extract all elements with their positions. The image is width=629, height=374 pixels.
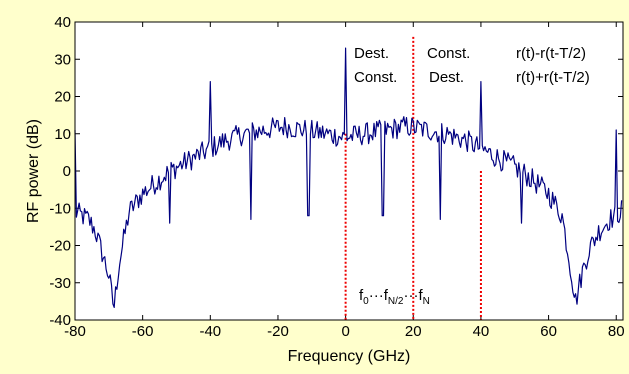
x-tick-label: 40 bbox=[473, 323, 490, 340]
y-tick-label: -10 bbox=[49, 200, 71, 217]
fhalf-subscript: N/2 bbox=[388, 296, 404, 307]
x-tick-label: -60 bbox=[132, 323, 154, 340]
x-tick-label: 80 bbox=[608, 323, 625, 340]
x-tick-label: 0 bbox=[341, 323, 349, 340]
y-tick-label: 30 bbox=[54, 51, 71, 68]
plot-area bbox=[75, 22, 623, 320]
y-tick-labels: -40 -30 -20 -10 0 10 20 30 40 bbox=[49, 14, 71, 329]
annotation-const-top: Const. bbox=[427, 45, 470, 62]
annotation-expr-top: r(t)-r(t-T/2) bbox=[516, 45, 586, 62]
y-axis-label: RF power (dB) bbox=[25, 119, 42, 223]
x-tick-label: -40 bbox=[199, 323, 221, 340]
annotation-expr-bottom: r(t)+r(t-T/2) bbox=[516, 69, 590, 86]
fhalf-label: f bbox=[384, 287, 389, 304]
fn-label: f bbox=[418, 287, 423, 304]
y-tick-label: -20 bbox=[49, 238, 71, 255]
fn-subscript: N bbox=[423, 296, 430, 307]
y-tick-label: 20 bbox=[54, 89, 71, 106]
dots-2: ··· bbox=[403, 287, 418, 304]
x-tick-label: -20 bbox=[267, 323, 289, 340]
y-tick-label: -40 bbox=[49, 312, 71, 329]
x-tick-labels: -80 -60 -40 -20 0 20 40 60 80 bbox=[64, 323, 624, 340]
x-axis-label: Frequency (GHz) bbox=[288, 348, 411, 365]
x-tick-label: 60 bbox=[540, 323, 557, 340]
rf-spectrum-line bbox=[74, 47, 623, 308]
y-tick-label: 0 bbox=[63, 163, 71, 180]
annotation-const-bottom: Const. bbox=[354, 69, 397, 86]
f0-label: f bbox=[359, 287, 364, 304]
y-tick-label: 10 bbox=[54, 126, 71, 143]
annotation-dest-bottom: Dest. bbox=[429, 69, 464, 86]
dashed-marker-lines bbox=[344, 36, 482, 320]
x-tick-label: -80 bbox=[64, 323, 86, 340]
dots-1: ··· bbox=[369, 287, 384, 304]
y-tick-label: 40 bbox=[54, 14, 71, 31]
f0-subscript: 0 bbox=[363, 296, 369, 307]
annotation-dest-top: Dest. bbox=[354, 45, 389, 62]
plot-frame bbox=[74, 21, 624, 321]
x-tick-label: 20 bbox=[405, 323, 422, 340]
frequency-comb-label: f0···fN/2···fN bbox=[359, 287, 430, 307]
y-tick-label: -30 bbox=[49, 275, 71, 292]
